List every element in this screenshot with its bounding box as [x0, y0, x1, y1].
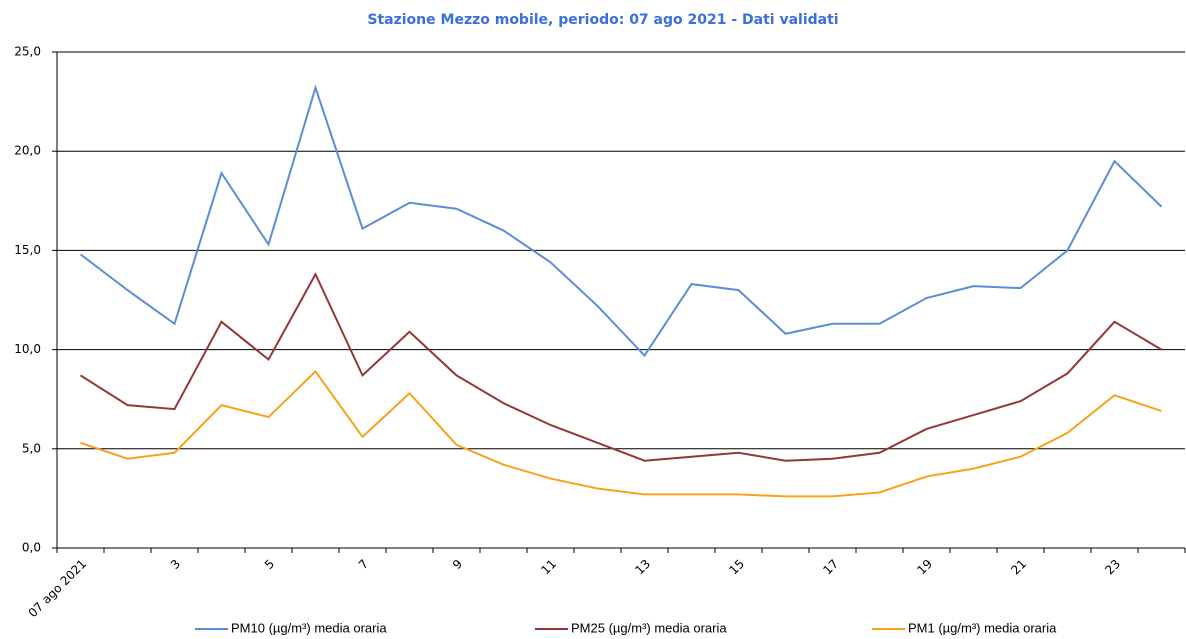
x-tick-label: 11 — [538, 557, 559, 578]
series-line — [79, 271, 1163, 462]
y-tick-label: 25,0 — [14, 45, 41, 59]
y-tick-label: 0,0 — [22, 541, 41, 555]
x-tick-label: 9 — [450, 557, 465, 572]
x-tick-label: 3 — [168, 557, 183, 572]
y-tick-label: 5,0 — [22, 441, 41, 455]
x-tick-label: 19 — [914, 557, 935, 578]
y-tick-label: 20,0 — [14, 144, 41, 158]
x-tick-label: 13 — [632, 557, 653, 578]
series-line — [80, 369, 1162, 498]
x-tick-label: 5 — [262, 557, 277, 572]
x-tick-label: 7 — [356, 557, 371, 572]
legend-label: PM1 (µg/m³) media oraria — [908, 620, 1057, 635]
y-tick-label: 15,0 — [14, 243, 41, 257]
x-tick-label: 07 ago 2021 — [26, 557, 89, 620]
x-tick-label: 23 — [1102, 557, 1123, 578]
x-tick-label: 17 — [820, 557, 841, 578]
x-tick-label: 21 — [1008, 557, 1029, 578]
legend-label: PM25 (µg/m³) media oraria — [571, 620, 727, 635]
series-line — [79, 84, 1163, 358]
chart-title: Stazione Mezzo mobile, periodo: 07 ago 2… — [367, 12, 838, 28]
x-tick-label: 15 — [726, 557, 747, 578]
y-tick-label: 10,0 — [14, 342, 41, 356]
legend-label: PM10 (µg/m³) media oraria — [231, 620, 387, 635]
